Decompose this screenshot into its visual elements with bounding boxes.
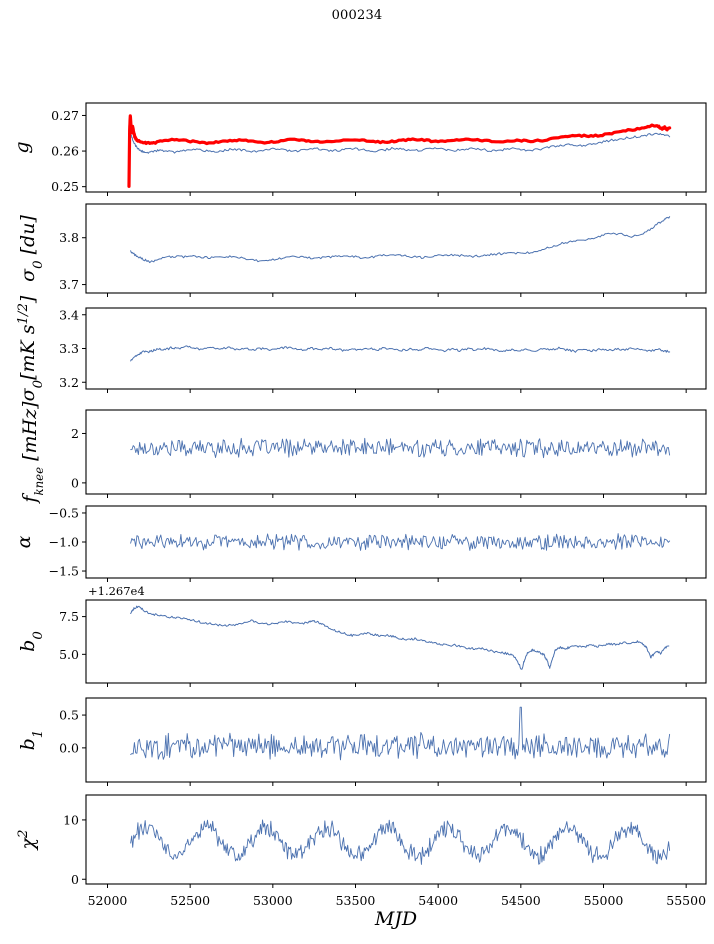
series-chi2 [130, 819, 671, 865]
series-alpha [130, 533, 671, 551]
ylabel: g [11, 141, 33, 153]
ytick-label: 3.2 [59, 375, 79, 390]
ylabel: fknee [mHz] [19, 401, 46, 505]
ylabel: σ0[mK s1/2] [16, 295, 46, 401]
ytick-label: 0.0 [59, 740, 79, 755]
panel-sigma0-mk: 3.2 3.3 3.4 σ0[mK s1/2] [16, 295, 707, 401]
xtick-label: 54500 [501, 893, 541, 908]
ytick-label: 0.27 [51, 108, 79, 123]
xtick-label: 53500 [336, 893, 376, 908]
ytick-label: 0.5 [59, 708, 79, 723]
panel-f-knee: 0 2 fknee [mHz] [19, 401, 707, 505]
series-f-knee [130, 437, 671, 459]
ytick-label: 3.3 [59, 341, 79, 356]
xtick-label: 55000 [584, 893, 624, 908]
series-b0 [130, 605, 670, 670]
panel-b1: 0.0 0.5 b1 [17, 697, 707, 786]
ytick-label: 10 [63, 812, 79, 827]
ytick-label: 3.7 [59, 277, 79, 292]
series-sigma0-mk [130, 345, 671, 362]
panel-alpha: −0.5 −1.0 −1.5 α [13, 505, 707, 582]
panel-b0: 5.0 7.5 +1.267e4 b0 [17, 584, 707, 687]
series-b1 [130, 706, 671, 761]
series-sigma0-du [130, 216, 671, 264]
ytick-label: 2 [71, 426, 79, 441]
ytick-label: 3.4 [59, 307, 79, 322]
ytick-label: −1.5 [49, 564, 79, 579]
ytick-label: 0 [71, 475, 79, 490]
ylabel: α [13, 535, 35, 548]
panel-gain-red: 0.25 0.26 0.27 g [11, 102, 707, 196]
ytick-label: −1.0 [49, 535, 79, 550]
ytick-label: 3.8 [59, 230, 79, 245]
xtick-label: 54000 [418, 893, 458, 908]
ytick-label: 0.25 [51, 179, 79, 194]
ylabel: b1 [17, 730, 46, 751]
xtick-label: 53000 [253, 893, 293, 908]
ytick-label: 5.0 [59, 647, 79, 662]
xlabel: MJD [374, 908, 417, 930]
panel-chi2: 0 10 52000 52500 53000 53500 54000 54500 55000 55… [16, 794, 707, 908]
ytick-label: 0 [71, 872, 79, 887]
panel-sigma0-du: 3.7 3.8 σ0 [du] [17, 203, 707, 297]
series-gain-blue [130, 132, 671, 154]
xtick-label: 55500 [666, 893, 706, 908]
ytick-label: 0.26 [51, 144, 79, 159]
ylabel: χ2 [16, 830, 40, 852]
series-gain-red [127, 114, 672, 188]
xtick-label: 52000 [88, 893, 128, 908]
axis-offset-label: +1.267e4 [88, 584, 145, 598]
ytick-label: 7.5 [59, 609, 79, 624]
ylabel: b0 [17, 631, 46, 652]
figure-title: 000234 [331, 8, 383, 23]
xtick-label: 52500 [170, 893, 210, 908]
ytick-label: −0.5 [49, 505, 79, 520]
ylabel: σ0 [du] [17, 215, 46, 282]
